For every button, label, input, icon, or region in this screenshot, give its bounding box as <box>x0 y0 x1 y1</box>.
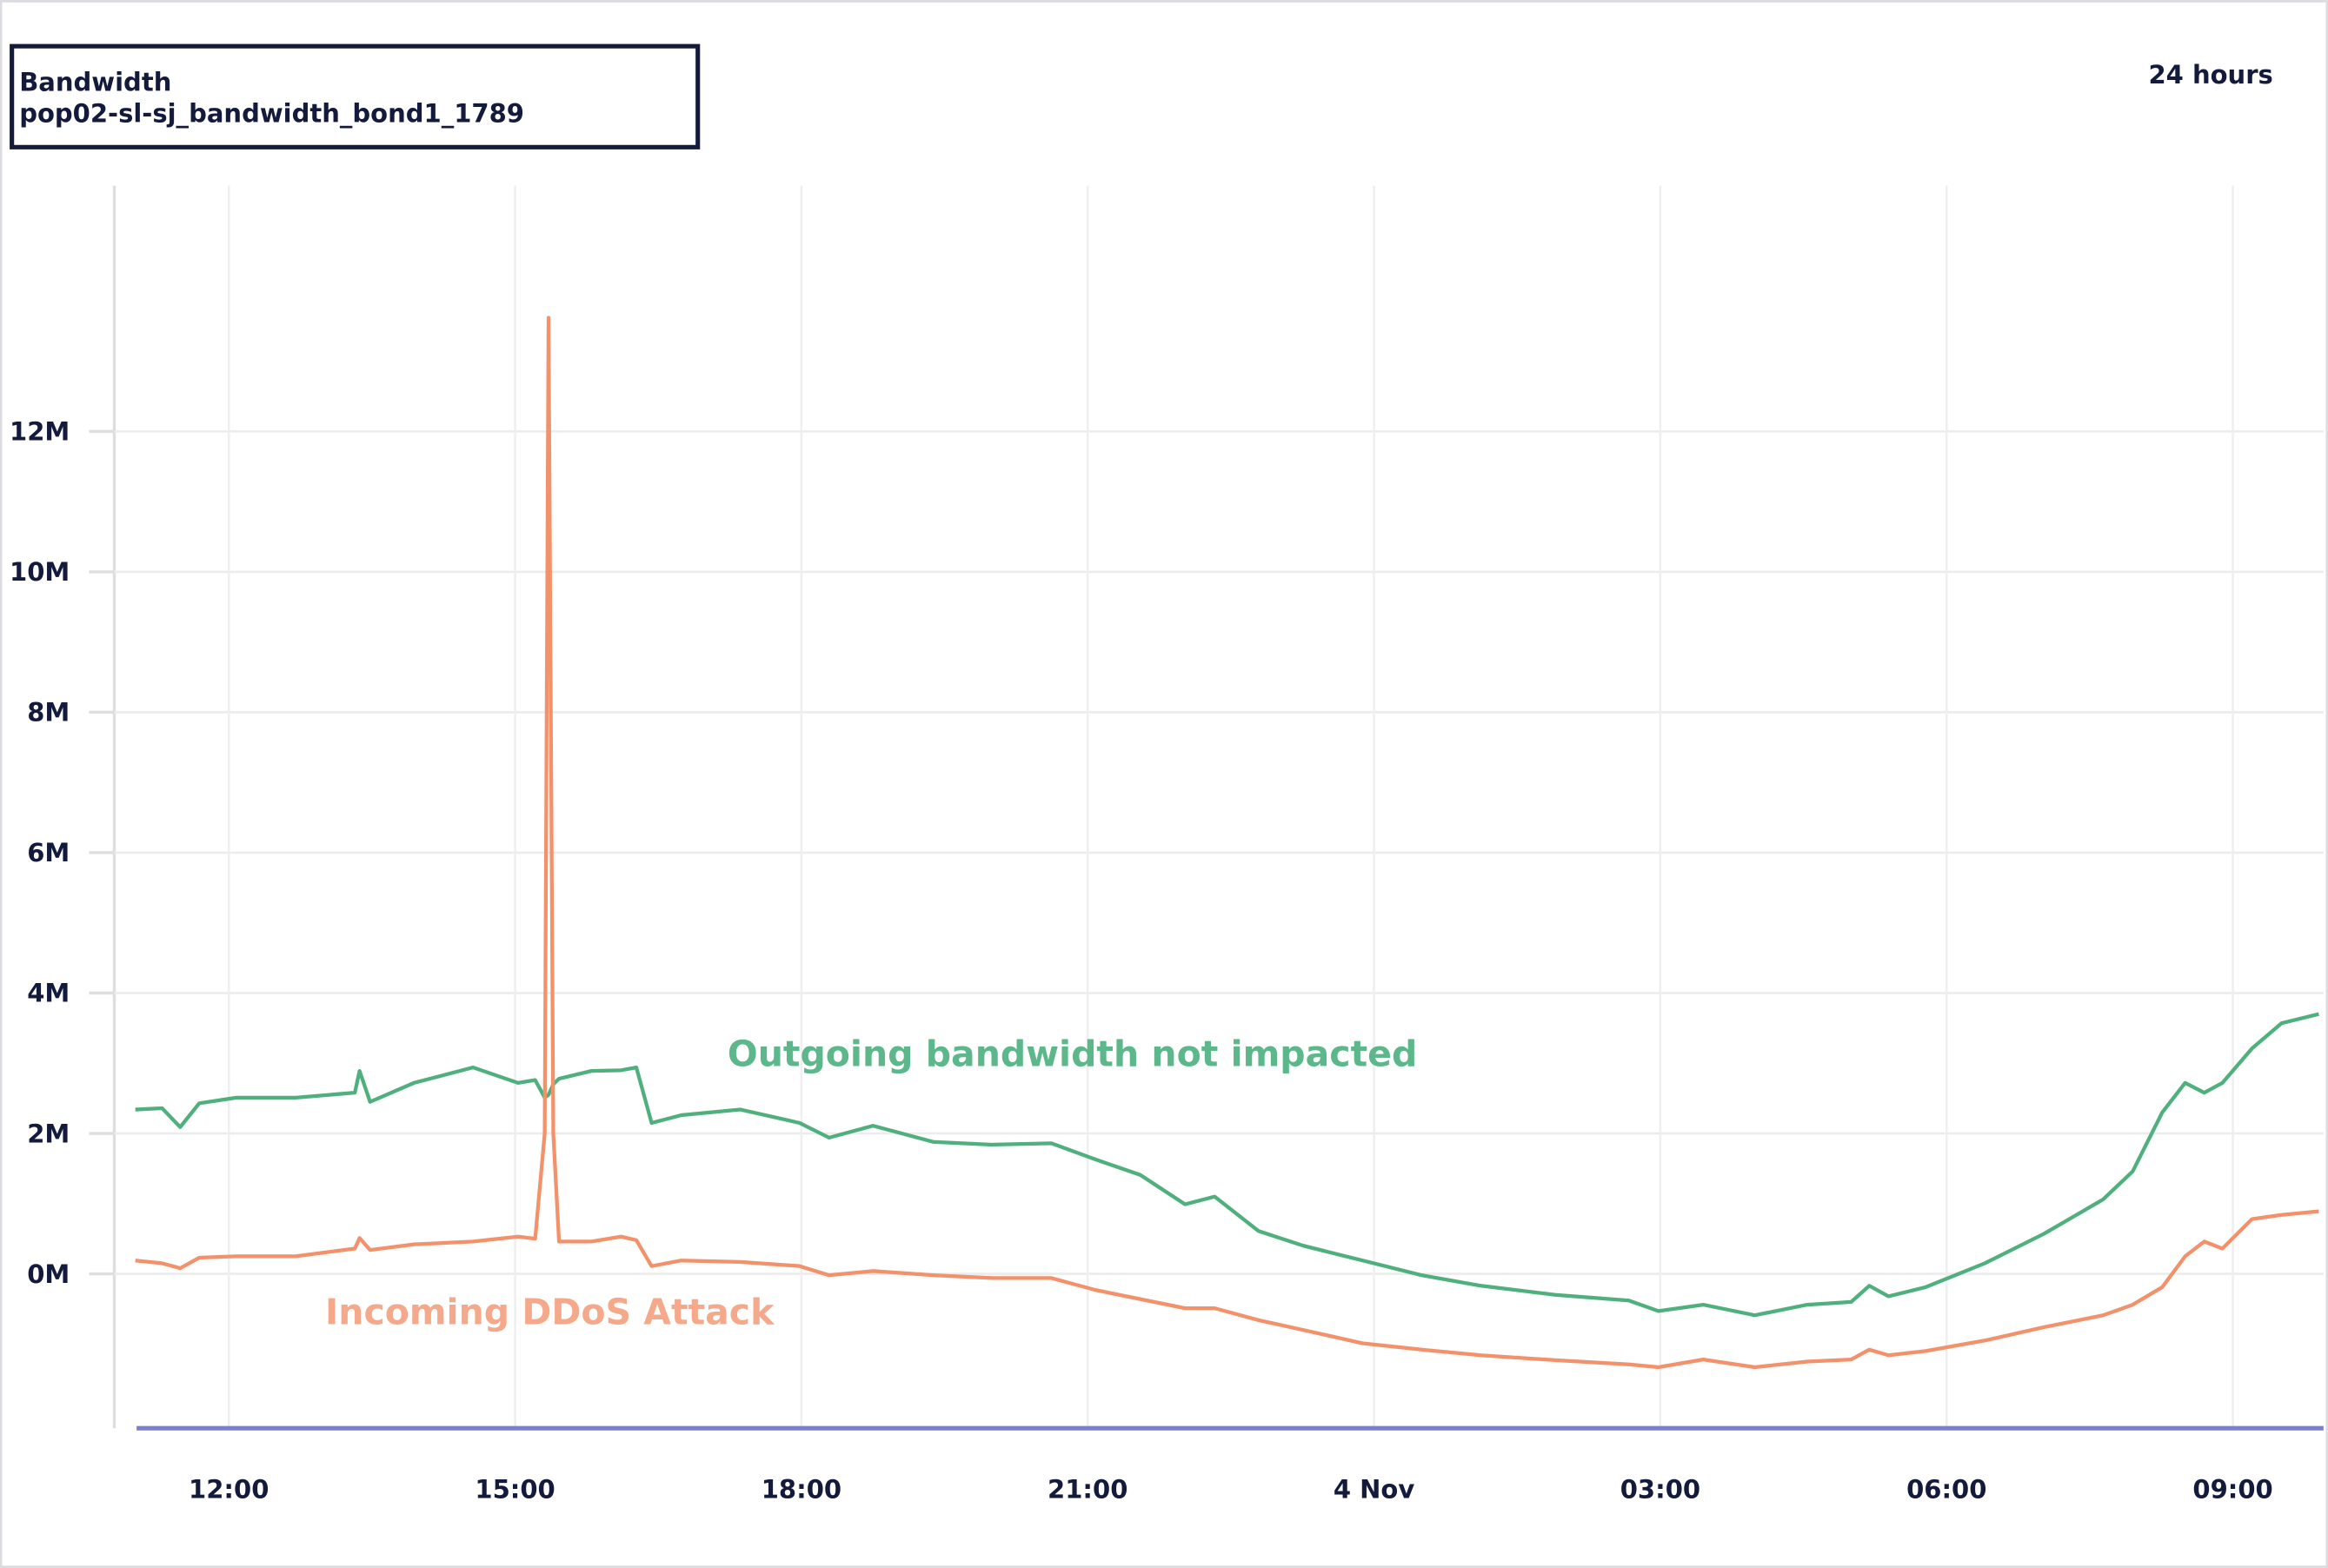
x-tick-label: 18:00 <box>762 1475 841 1505</box>
chart-subtitle: pop02-sl-sj_bandwidth_bond1_1789 <box>19 98 524 128</box>
y-tick-label: 12M <box>10 417 70 447</box>
x-tick-label: 12:00 <box>189 1475 269 1505</box>
x-tick-label: 09:00 <box>2192 1475 2272 1505</box>
y-tick-label: 0M <box>27 1259 70 1289</box>
y-tick-label: 4M <box>27 979 70 1008</box>
series-label: Outgoing bandwidth not impacted <box>728 1033 1417 1075</box>
x-tick-label: 4 Nov <box>1334 1475 1415 1505</box>
series-label: Incoming DDoS Attack <box>325 1292 775 1333</box>
title-box <box>10 43 701 149</box>
y-tick-label: 8M <box>27 698 70 728</box>
x-tick-label: 21:00 <box>1048 1475 1127 1505</box>
chart-title: Bandwidth <box>19 67 171 96</box>
x-tick-label: 03:00 <box>1620 1475 1700 1505</box>
range-selector[interactable]: 24 hours <box>2148 60 2272 90</box>
y-tick-label: 6M <box>27 838 70 867</box>
x-tick-label: 06:00 <box>1906 1475 1986 1505</box>
series-line <box>135 1012 2319 1318</box>
y-tick-label: 2M <box>27 1119 70 1148</box>
x-tick-label: 15:00 <box>475 1475 555 1505</box>
series-line <box>135 316 2319 1370</box>
y-tick-label: 10M <box>10 557 70 587</box>
